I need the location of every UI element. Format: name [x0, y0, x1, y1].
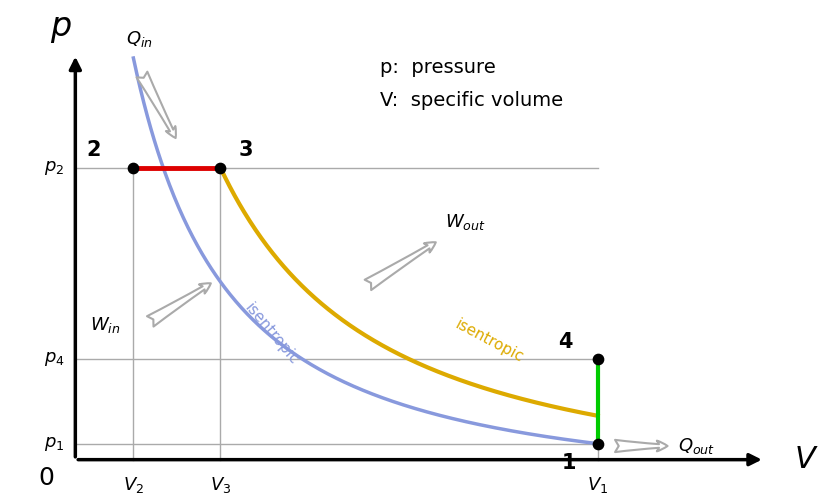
Text: $V_1$: $V_1$	[587, 474, 608, 494]
Text: $Q_{in}$: $Q_{in}$	[126, 30, 153, 50]
Text: 4: 4	[558, 332, 572, 352]
Text: $p_1$: $p_1$	[45, 434, 65, 452]
Text: p:  pressure
V:  specific volume: p: pressure V: specific volume	[380, 58, 563, 110]
Text: $V_2$: $V_2$	[123, 474, 144, 494]
Text: isentropic: isentropic	[241, 300, 302, 368]
Text: $0$: $0$	[38, 466, 55, 490]
Text: $p_4$: $p_4$	[44, 350, 65, 368]
Text: $Q_{out}$: $Q_{out}$	[678, 436, 715, 456]
Text: $W_{out}$: $W_{out}$	[445, 212, 486, 232]
Point	[127, 164, 140, 172]
Text: $W_{in}$: $W_{in}$	[90, 315, 120, 335]
Text: 2: 2	[87, 140, 101, 160]
Text: isentropic: isentropic	[452, 317, 526, 366]
Point	[591, 440, 605, 448]
Text: $p$: $p$	[50, 12, 71, 44]
Text: 1: 1	[561, 453, 576, 473]
Text: $V$: $V$	[794, 445, 818, 474]
Point	[213, 164, 227, 172]
Text: 3: 3	[239, 140, 253, 160]
Point	[591, 356, 605, 364]
Text: $V_3$: $V_3$	[210, 474, 231, 494]
Text: $p_2$: $p_2$	[45, 159, 65, 177]
